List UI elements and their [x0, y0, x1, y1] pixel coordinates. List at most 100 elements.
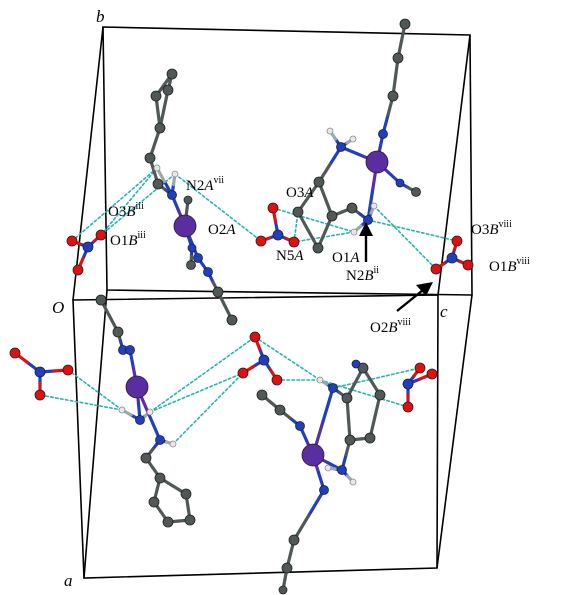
atom-label-part: O1 — [489, 259, 507, 275]
atom-oxygen — [62, 364, 74, 376]
atom-label-part: B — [489, 222, 498, 238]
atom-carbon — [226, 314, 238, 326]
atom-carbon — [154, 472, 166, 484]
unit-cell-edge — [436, 294, 473, 569]
atom-hydrogen — [326, 127, 334, 135]
atom-hydrogen — [118, 406, 126, 414]
atom-label-o3b-viii: O3Bviii — [471, 219, 512, 238]
atom-label-part: viii — [398, 317, 412, 328]
atom-label-part: O3 — [286, 185, 304, 201]
atom-carbon — [162, 516, 174, 528]
atom-label-o2b-viii: O2Bviii — [370, 317, 411, 336]
atom-oxygen — [34, 389, 46, 401]
atom-carbon — [148, 496, 160, 508]
atom-hydrogen — [350, 228, 358, 236]
atom-oxygen — [462, 259, 474, 271]
atom-carbon — [346, 202, 358, 214]
atom-carbon — [288, 534, 300, 546]
atom-label-part: A — [293, 248, 304, 264]
atom-carbon — [186, 260, 196, 270]
atom-carbon — [162, 84, 174, 96]
atom-label-part: viii — [499, 219, 513, 230]
atom-carbon — [144, 152, 156, 164]
hydrogen-bond — [367, 219, 458, 242]
atom-oxygen — [426, 368, 438, 380]
atom-hydrogen — [324, 464, 332, 472]
atom-carbon — [344, 434, 356, 446]
atom-nitrogen — [193, 253, 203, 263]
atom-label-part: N2 — [346, 268, 364, 284]
atom-oxygen — [414, 362, 426, 374]
atom-hydrogen — [169, 440, 177, 448]
atom-carbon — [281, 562, 293, 574]
unit-cell-box — [72, 26, 473, 579]
atom-label-part: A — [225, 222, 236, 238]
atom-carbon — [341, 392, 353, 404]
atom-carbon — [212, 286, 224, 298]
atom-label-part: viii — [517, 256, 531, 267]
hydrogen-bond — [172, 372, 244, 445]
atom-label-part: O3 — [108, 204, 126, 220]
atom-carbon — [152, 178, 164, 190]
atom-label-o2a: O2A — [208, 222, 236, 238]
atom-nitrogen — [363, 215, 373, 225]
pointer-arrows — [359, 222, 433, 312]
hydrogen-bond — [272, 207, 355, 233]
atom-label-part: A — [349, 250, 360, 266]
atom-label-part: B — [364, 268, 373, 284]
atom-label-part: iii — [136, 201, 145, 212]
atom-label-part: B — [128, 233, 137, 249]
atom-hydrogen — [153, 164, 161, 172]
atom-label-o1b-iii: O1Biii — [110, 230, 146, 249]
atom-carbon — [150, 90, 162, 102]
hydrogen-bond — [39, 394, 123, 411]
hydrogen-bond — [174, 173, 262, 242]
atom-label-part: B — [507, 259, 516, 275]
atom-nitrogen — [395, 178, 405, 188]
atom-nitrogen — [34, 366, 46, 378]
atom-label-part: A — [303, 185, 314, 201]
unit-cell-edge — [72, 26, 104, 301]
arrow-o2b — [396, 289, 424, 312]
hydrogen-bond — [149, 372, 244, 413]
atom-carbon — [387, 90, 399, 102]
atom-nitrogen — [337, 465, 347, 475]
atom-hydrogen — [146, 408, 154, 416]
atom-carbon — [326, 210, 338, 222]
unit-cell-edge — [83, 289, 108, 579]
atom-carbon — [392, 52, 404, 64]
atom-carbon — [364, 432, 376, 444]
atom-label-o3b-iii: O3Biii — [108, 201, 144, 220]
atom-oxygen — [255, 235, 267, 247]
atom-label-part: B — [126, 204, 135, 220]
atom-nitrogen — [402, 378, 414, 390]
atom-carbon — [313, 176, 325, 188]
atom-label-part: N2 — [186, 178, 204, 194]
atom-nitrogen — [155, 435, 165, 445]
atoms — [9, 18, 474, 595]
atom-nitrogen — [351, 359, 361, 369]
axis-label-origin: O — [52, 298, 64, 317]
arrow-n2b-head — [359, 222, 373, 236]
atom-carbon — [180, 488, 192, 500]
atom-label-part: O1 — [110, 233, 128, 249]
axis-label-a: a — [64, 571, 73, 590]
atom-label-part: O2 — [208, 222, 226, 238]
atom-metal — [365, 150, 389, 174]
atom-label-part: iii — [138, 230, 147, 241]
atom-metal — [125, 375, 149, 399]
atom-oxygen — [249, 331, 261, 343]
hydrogen-bond — [100, 167, 158, 236]
atom-carbon — [183, 195, 193, 205]
atom-label-part: O1 — [332, 250, 350, 266]
hydrogen-bonds — [39, 167, 458, 445]
atom-label-part: ii — [374, 265, 380, 276]
hydrogen-bond — [71, 167, 158, 242]
atom-hydrogen — [171, 170, 179, 178]
atom-carbon — [112, 326, 124, 338]
atom-label-o1a: O1A — [332, 250, 360, 266]
atom-carbon — [312, 242, 324, 254]
bond — [321, 386, 335, 424]
atom-label-o1b-viii: O1Bviii — [489, 256, 530, 275]
